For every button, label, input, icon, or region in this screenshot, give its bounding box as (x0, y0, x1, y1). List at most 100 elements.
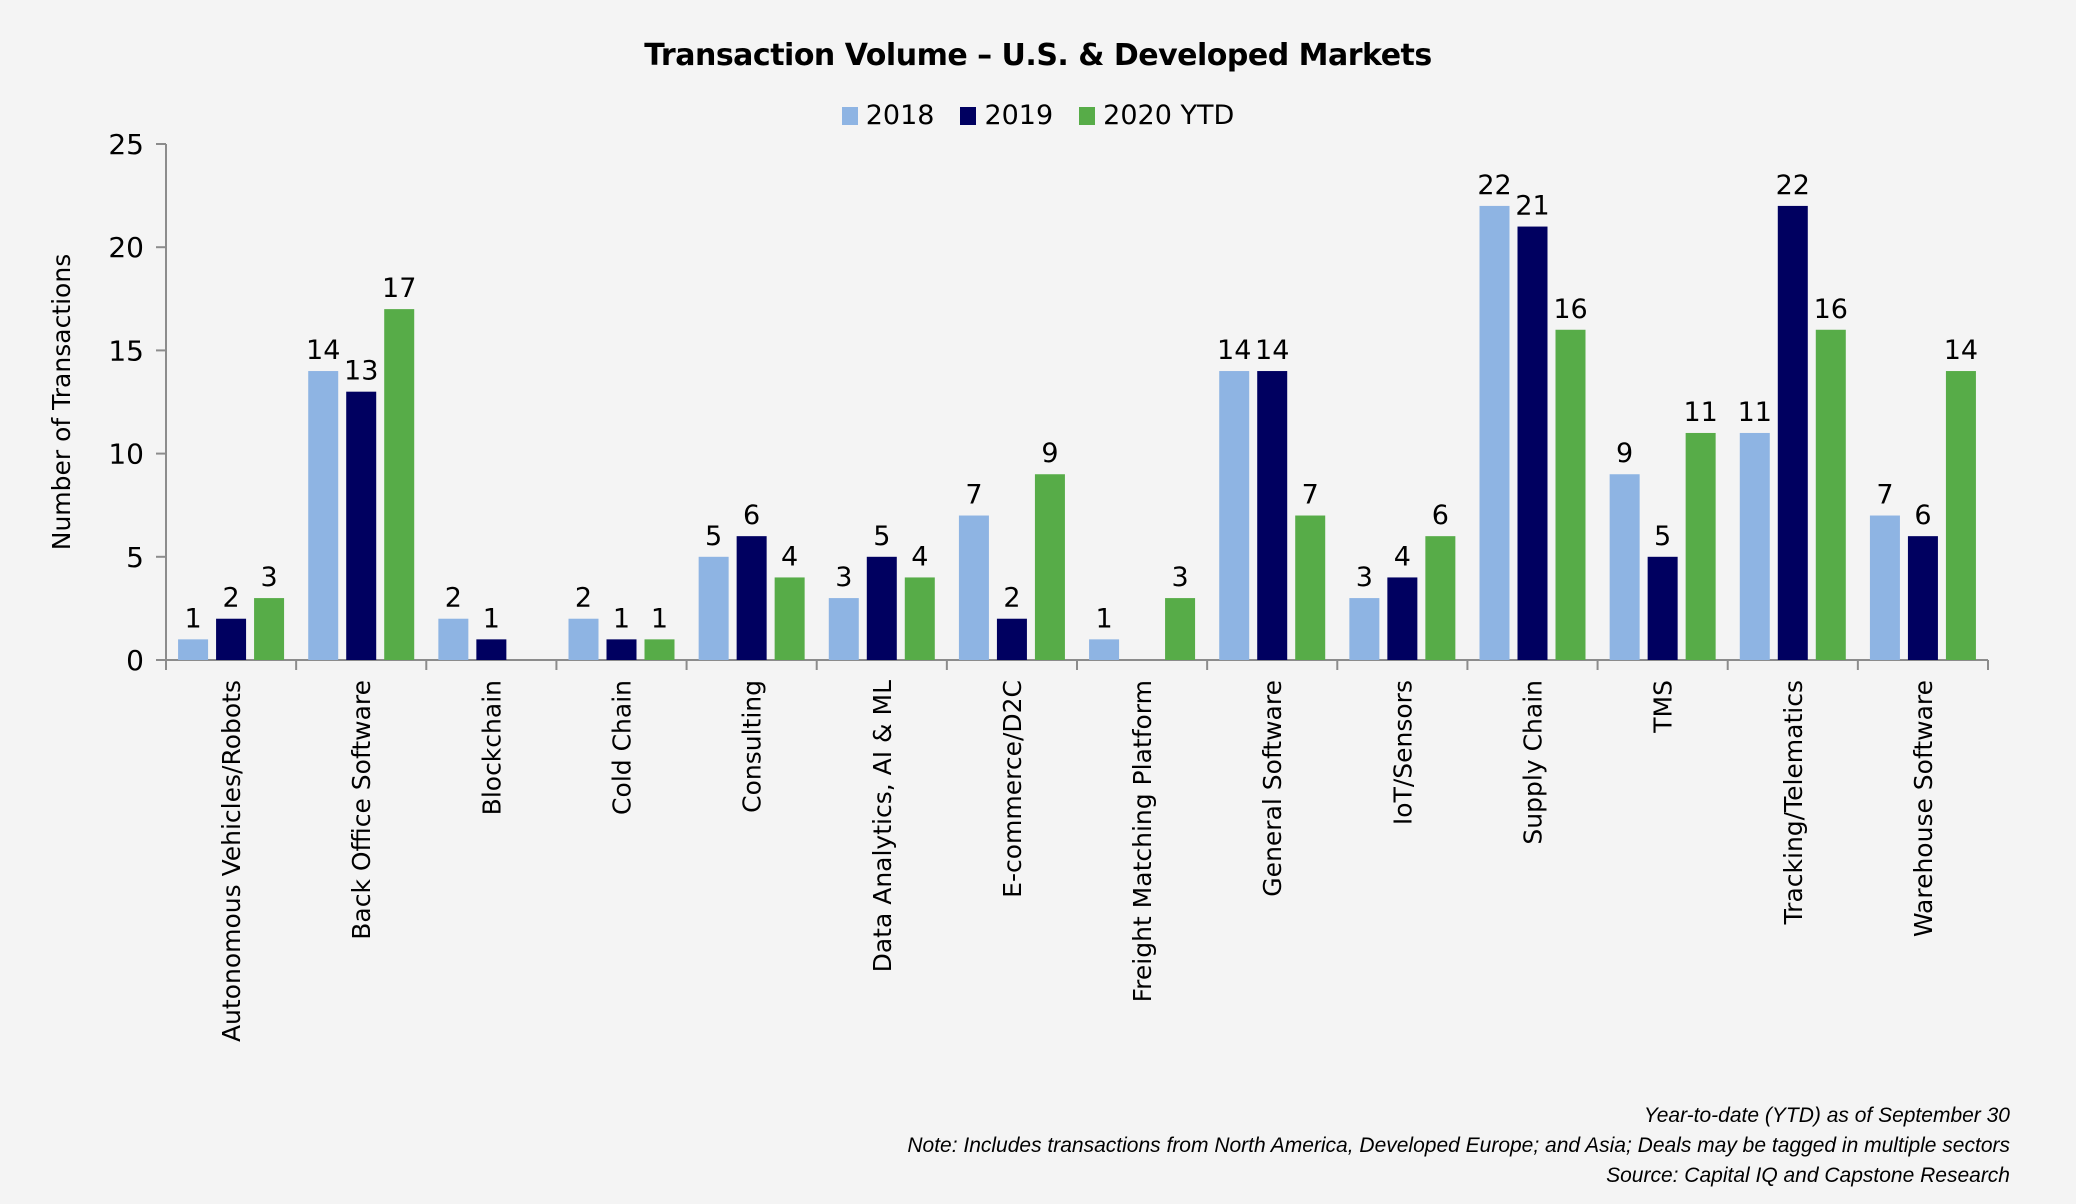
data-label: 5 (873, 521, 890, 552)
data-label: 6 (743, 500, 760, 531)
data-label: 11 (1683, 397, 1717, 428)
footnote-note: Note: Includes transactions from North A… (907, 1134, 2010, 1157)
bar-2020-ytd (1425, 536, 1456, 660)
bar-2020-ytd (1945, 371, 1976, 660)
legend-label-2018: 2018 (865, 100, 935, 131)
x-tick-label: IoT/Sensors (1388, 680, 1417, 825)
data-label: 2 (1003, 583, 1020, 614)
data-label: 22 (1776, 170, 1810, 201)
legend-label-2020-ytd: 2020 YTD (1103, 100, 1235, 131)
y-tick-label: 0 (126, 644, 144, 677)
bar-2018 (1219, 371, 1250, 660)
bar-2019 (1257, 371, 1288, 660)
x-tick-label: Back Office Software (347, 680, 376, 940)
x-tick-label: Cold Chain (608, 680, 637, 815)
data-label: 16 (1814, 294, 1848, 325)
bar-2018 (1479, 205, 1510, 661)
bar-2019 (346, 391, 377, 660)
legend-item-2019: 2019 (960, 100, 1053, 131)
data-label: 1 (613, 603, 630, 634)
bar-2018 (958, 515, 989, 660)
data-label: 4 (781, 541, 798, 572)
y-axis-title: Number of Transactions (47, 254, 76, 550)
y-tick-label: 20 (108, 231, 144, 264)
footnote-ytd: Year-to-date (YTD) as of September 30 (1643, 1104, 2010, 1127)
legend-item-2018: 2018 (841, 100, 935, 131)
data-label: 1 (1095, 603, 1112, 634)
bar-2018 (828, 598, 859, 660)
bar-2018 (308, 371, 339, 660)
data-label: 1 (651, 603, 668, 634)
data-label: 1 (184, 603, 201, 634)
bar-2020-ytd (1034, 474, 1065, 660)
data-label: 14 (1944, 335, 1978, 366)
bar-2018 (568, 618, 599, 660)
y-tick-label: 25 (108, 128, 144, 161)
x-tick-label: TMS (1649, 680, 1678, 734)
data-label: 7 (965, 480, 982, 511)
footnote-source: Source: Capital IQ and Capstone Research (1606, 1164, 2010, 1187)
data-label: 4 (911, 541, 928, 572)
bar-2020-ytd (254, 598, 285, 660)
data-label: 9 (1616, 438, 1633, 469)
bar-2019 (476, 639, 507, 660)
legend-label-2019: 2019 (984, 100, 1054, 131)
y-tick-label: 5 (126, 541, 144, 574)
x-tick-label: E-commerce/D2C (998, 680, 1027, 898)
x-tick-label: General Software (1258, 680, 1287, 897)
bar-2018 (698, 556, 729, 660)
bar-2020-ytd (1815, 329, 1846, 660)
data-label: 9 (1041, 438, 1058, 469)
bar-2018 (1739, 432, 1770, 660)
legend-swatch-2019 (960, 106, 977, 125)
data-label: 7 (1876, 480, 1893, 511)
data-label: 6 (1432, 500, 1449, 531)
chart-title: Transaction Volume – U.S. & Developed Ma… (644, 38, 1432, 73)
bar-2019 (1387, 577, 1418, 660)
bar-2019 (1517, 226, 1548, 660)
data-label: 4 (1394, 541, 1411, 572)
data-label: 22 (1477, 170, 1511, 201)
data-label: 17 (382, 273, 416, 304)
legend-item-2020-ytd: 2020 YTD (1079, 100, 1234, 131)
data-label: 2 (445, 583, 462, 614)
bar-2019 (1777, 205, 1808, 661)
data-label: 6 (1914, 500, 1931, 531)
data-label: 3 (1171, 562, 1188, 593)
y-tick-label: 15 (108, 334, 144, 367)
data-label: 14 (306, 335, 340, 366)
bar-2019 (996, 618, 1027, 660)
bar-2020-ytd (1295, 515, 1326, 660)
bar-2020-ytd (1555, 329, 1586, 660)
x-tick-label: Blockchain (477, 680, 506, 815)
data-label: 11 (1738, 397, 1772, 428)
x-tick-label: Data Analytics, AI & ML (868, 680, 897, 972)
bar-2020-ytd (904, 577, 935, 660)
bar-2019 (216, 618, 247, 660)
bar-2019 (736, 536, 767, 660)
x-tick-label: Consulting (738, 680, 767, 813)
data-label: 3 (260, 562, 277, 593)
data-label: 3 (1356, 562, 1373, 593)
x-tick-label: Autonomous Vehicles/Robots (217, 680, 246, 1042)
data-label: 3 (835, 562, 852, 593)
x-tick-label: Supply Chain (1519, 680, 1548, 845)
data-label: 5 (1654, 521, 1671, 552)
data-label: 7 (1302, 480, 1319, 511)
legend-swatch-2018 (841, 106, 858, 125)
bar-2018 (1349, 598, 1380, 660)
bar-2020-ytd (384, 309, 415, 660)
y-tick-label: 10 (108, 438, 144, 471)
data-label: 14 (1255, 335, 1289, 366)
data-label: 2 (575, 583, 592, 614)
legend-swatch-2020-ytd (1079, 106, 1096, 125)
bar-2018 (1089, 639, 1120, 660)
bar-2018 (438, 618, 469, 660)
bar-2020-ytd (1165, 598, 1196, 660)
x-tick-label: Freight Matching Platform (1128, 680, 1157, 1002)
data-label: 21 (1515, 191, 1549, 222)
bar-2020-ytd (1685, 432, 1716, 660)
data-label: 5 (705, 521, 722, 552)
x-tick-label: Tracking/Telematics (1779, 680, 1808, 925)
